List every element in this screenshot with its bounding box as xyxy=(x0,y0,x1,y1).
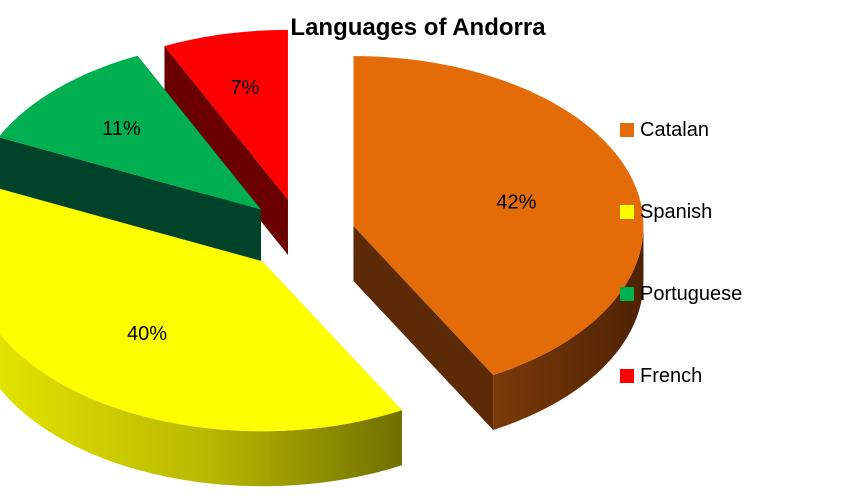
slice-top-catalan xyxy=(353,56,644,376)
legend-label: Portuguese xyxy=(640,283,743,305)
slice-top-spanish xyxy=(0,188,402,432)
slice-wall-catalan-1 xyxy=(353,226,494,431)
legend-swatch xyxy=(620,287,634,301)
data-label-spanish: 40% xyxy=(127,323,167,345)
data-label-portuguese: 11% xyxy=(102,118,141,140)
slice-catalan xyxy=(353,56,644,431)
data-label-french: 7% xyxy=(230,77,259,99)
legend-swatch xyxy=(620,369,634,383)
slice-spanish xyxy=(0,188,402,487)
slice-top-portuguese xyxy=(0,55,261,210)
slice-french xyxy=(164,29,288,255)
slice-portuguese xyxy=(0,55,261,265)
legend-label: French xyxy=(640,365,703,387)
legend-swatch xyxy=(620,205,634,219)
data-label-catalan: 42% xyxy=(496,192,536,214)
legend-label: Catalan xyxy=(640,119,709,141)
slice-wall-french-0 xyxy=(164,46,288,255)
chart-title: Languages of Andorra xyxy=(290,14,546,41)
slice-top-french xyxy=(164,29,288,200)
slice-rim-spanish-0 xyxy=(0,333,402,487)
slice-rim-catalan-0 xyxy=(493,226,644,431)
legend-label: Spanish xyxy=(640,201,713,223)
slice-wall-portuguese-0 xyxy=(0,137,261,265)
legend-swatch xyxy=(620,123,634,137)
